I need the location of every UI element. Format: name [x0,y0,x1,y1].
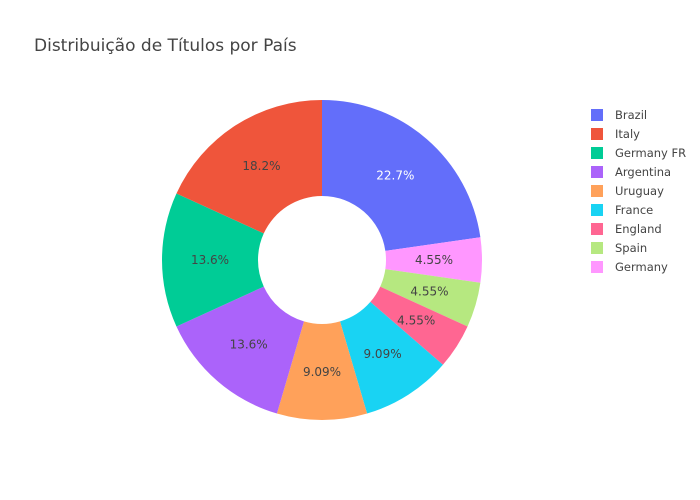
legend-label: Argentina [615,165,671,179]
slice-uruguay[interactable] [276,321,368,421]
slice-label-germany: 4.55% [415,253,453,267]
slice-label-uruguay: 9.09% [303,365,341,379]
legend-swatch [591,109,603,121]
legend-item-uruguay[interactable]: Uruguay [591,184,664,198]
legend-swatch [591,185,603,197]
legend-swatch [591,204,603,216]
legend-item-germany[interactable]: Germany [591,260,668,274]
legend-item-germany-fr[interactable]: Germany FR [591,146,686,160]
slice-spain[interactable] [380,269,481,327]
legend-label: Uruguay [615,184,664,198]
slice-italy[interactable] [176,100,322,234]
legend-item-france[interactable]: France [591,203,653,217]
legend: Brazil Italy Germany FR Argentina Uruguay Fra… [591,108,686,274]
slice-france[interactable] [340,301,443,414]
legend-swatch [591,128,603,140]
slice-germany-fr[interactable] [161,193,264,327]
chart-title: Distribuição de Títulos por País [34,36,297,56]
slice-label-italy: 18.2% [242,159,280,173]
legend-item-england[interactable]: England [591,222,662,236]
donut-slices [161,100,482,421]
legend-label: Spain [615,241,647,255]
slice-brazil[interactable] [322,100,481,251]
slice-label-england: 4.55% [397,314,435,328]
slice-label-france: 9.09% [363,347,401,361]
legend-label: England [615,222,662,236]
slice-label-spain: 4.55% [410,285,448,299]
slice-label-germany-fr: 13.6% [191,253,229,267]
legend-item-argentina[interactable]: Argentina [591,165,671,179]
slice-argentina[interactable] [176,286,304,414]
slice-england[interactable] [370,286,468,365]
legend-swatch [591,242,603,254]
slice-label-argentina: 13.6% [230,338,268,352]
legend-label: Germany [615,260,668,274]
slice-label-brazil: 22.7% [376,168,414,182]
slice-germany[interactable] [385,237,482,283]
legend-swatch [591,223,603,235]
legend-swatch [591,261,603,273]
legend-item-spain[interactable]: Spain [591,241,647,255]
legend-label: France [615,203,653,217]
legend-label: Germany FR [615,146,686,160]
legend-label: Italy [615,127,640,141]
legend-swatch [591,166,603,178]
slice-labels: 22.7% 4.55% 4.55% 4.55% 9.09% 9.09% 13.6% 13.6%… [191,159,453,379]
legend-label: Brazil [615,108,647,122]
legend-item-italy[interactable]: Italy [591,127,640,141]
legend-item-brazil[interactable]: Brazil [591,108,647,122]
legend-swatch [591,147,603,159]
